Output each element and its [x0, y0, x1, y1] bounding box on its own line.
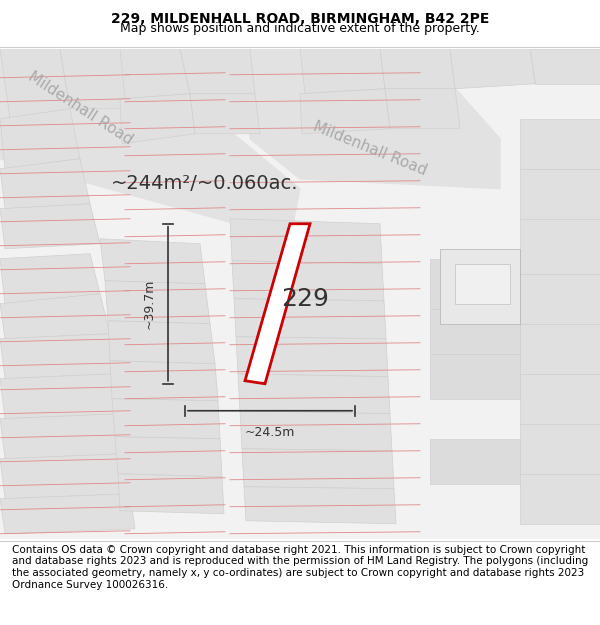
Polygon shape	[242, 449, 394, 489]
Text: 229, MILDENHALL ROAD, BIRMINGHAM, B42 2PE: 229, MILDENHALL ROAD, BIRMINGHAM, B42 2P…	[111, 12, 489, 26]
Polygon shape	[0, 204, 100, 249]
Polygon shape	[520, 119, 600, 169]
Polygon shape	[0, 109, 80, 169]
Polygon shape	[60, 49, 140, 109]
Polygon shape	[430, 439, 520, 484]
Polygon shape	[232, 261, 384, 301]
Polygon shape	[0, 414, 125, 459]
Polygon shape	[520, 374, 600, 424]
Polygon shape	[0, 294, 110, 339]
Polygon shape	[240, 411, 392, 451]
Polygon shape	[430, 259, 520, 309]
Polygon shape	[520, 169, 600, 219]
Polygon shape	[100, 239, 205, 284]
Text: ~244m²/~0.060ac.: ~244m²/~0.060ac.	[111, 174, 299, 193]
Polygon shape	[108, 321, 215, 364]
Polygon shape	[430, 354, 520, 399]
Text: Mildenhall Road: Mildenhall Road	[25, 69, 135, 148]
Polygon shape	[245, 224, 310, 384]
Polygon shape	[120, 49, 190, 99]
Polygon shape	[0, 49, 70, 119]
Text: ~24.5m: ~24.5m	[245, 426, 295, 439]
Polygon shape	[112, 399, 220, 439]
Polygon shape	[380, 49, 455, 89]
Polygon shape	[0, 494, 135, 534]
Polygon shape	[520, 274, 600, 324]
Polygon shape	[0, 49, 300, 239]
Polygon shape	[300, 89, 390, 134]
Text: Contains OS data © Crown copyright and database right 2021. This information is : Contains OS data © Crown copyright and d…	[12, 545, 588, 589]
Polygon shape	[236, 337, 388, 377]
Polygon shape	[234, 299, 386, 339]
Text: Map shows position and indicative extent of the property.: Map shows position and indicative extent…	[120, 22, 480, 35]
Polygon shape	[520, 474, 600, 524]
Text: Mildenhall Road: Mildenhall Road	[311, 119, 429, 179]
Polygon shape	[530, 49, 600, 84]
Polygon shape	[520, 324, 600, 374]
Polygon shape	[450, 49, 535, 89]
Polygon shape	[180, 49, 255, 94]
Polygon shape	[0, 159, 90, 209]
Polygon shape	[0, 49, 600, 539]
Polygon shape	[115, 437, 222, 477]
Polygon shape	[430, 309, 520, 354]
Polygon shape	[118, 474, 224, 514]
Polygon shape	[520, 424, 600, 474]
Polygon shape	[230, 219, 382, 264]
Polygon shape	[455, 264, 510, 304]
Text: ~39.7m: ~39.7m	[143, 279, 156, 329]
Polygon shape	[105, 281, 210, 324]
Polygon shape	[110, 361, 218, 401]
Polygon shape	[0, 334, 115, 379]
Polygon shape	[120, 94, 195, 144]
Polygon shape	[520, 219, 600, 274]
Polygon shape	[0, 374, 120, 419]
Polygon shape	[0, 254, 100, 304]
Polygon shape	[250, 49, 500, 189]
Text: 229: 229	[281, 287, 329, 311]
Polygon shape	[244, 487, 396, 524]
Polygon shape	[238, 374, 390, 414]
Polygon shape	[300, 49, 385, 94]
Polygon shape	[385, 89, 460, 129]
Polygon shape	[190, 94, 260, 134]
Polygon shape	[440, 249, 520, 324]
Polygon shape	[0, 454, 130, 499]
